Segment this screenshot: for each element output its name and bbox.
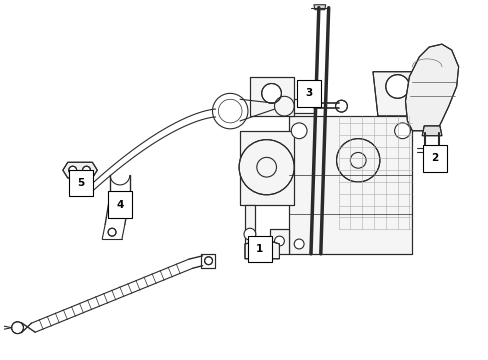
Circle shape (336, 139, 379, 182)
Polygon shape (294, 99, 313, 113)
Polygon shape (372, 72, 421, 116)
Text: 4: 4 (116, 199, 123, 210)
Polygon shape (200, 254, 215, 267)
Text: 5: 5 (77, 178, 84, 188)
Polygon shape (269, 229, 289, 254)
Circle shape (204, 257, 212, 265)
Text: 2: 2 (430, 153, 438, 163)
Circle shape (239, 140, 294, 195)
Circle shape (12, 322, 23, 334)
Circle shape (335, 100, 346, 112)
Circle shape (261, 84, 281, 103)
Polygon shape (249, 77, 294, 116)
Circle shape (394, 123, 409, 139)
Polygon shape (405, 44, 458, 131)
Polygon shape (313, 5, 325, 10)
Polygon shape (63, 162, 97, 178)
Circle shape (274, 236, 284, 246)
Circle shape (82, 166, 90, 174)
Text: 3: 3 (305, 88, 312, 98)
Text: 1: 1 (256, 244, 263, 254)
Circle shape (69, 166, 77, 174)
Circle shape (294, 239, 304, 249)
Circle shape (385, 75, 408, 98)
Polygon shape (244, 204, 254, 254)
Circle shape (291, 123, 306, 139)
Polygon shape (289, 116, 411, 254)
Circle shape (108, 228, 116, 236)
Polygon shape (244, 239, 279, 259)
Circle shape (244, 228, 255, 240)
Polygon shape (421, 126, 441, 136)
Polygon shape (240, 131, 294, 204)
